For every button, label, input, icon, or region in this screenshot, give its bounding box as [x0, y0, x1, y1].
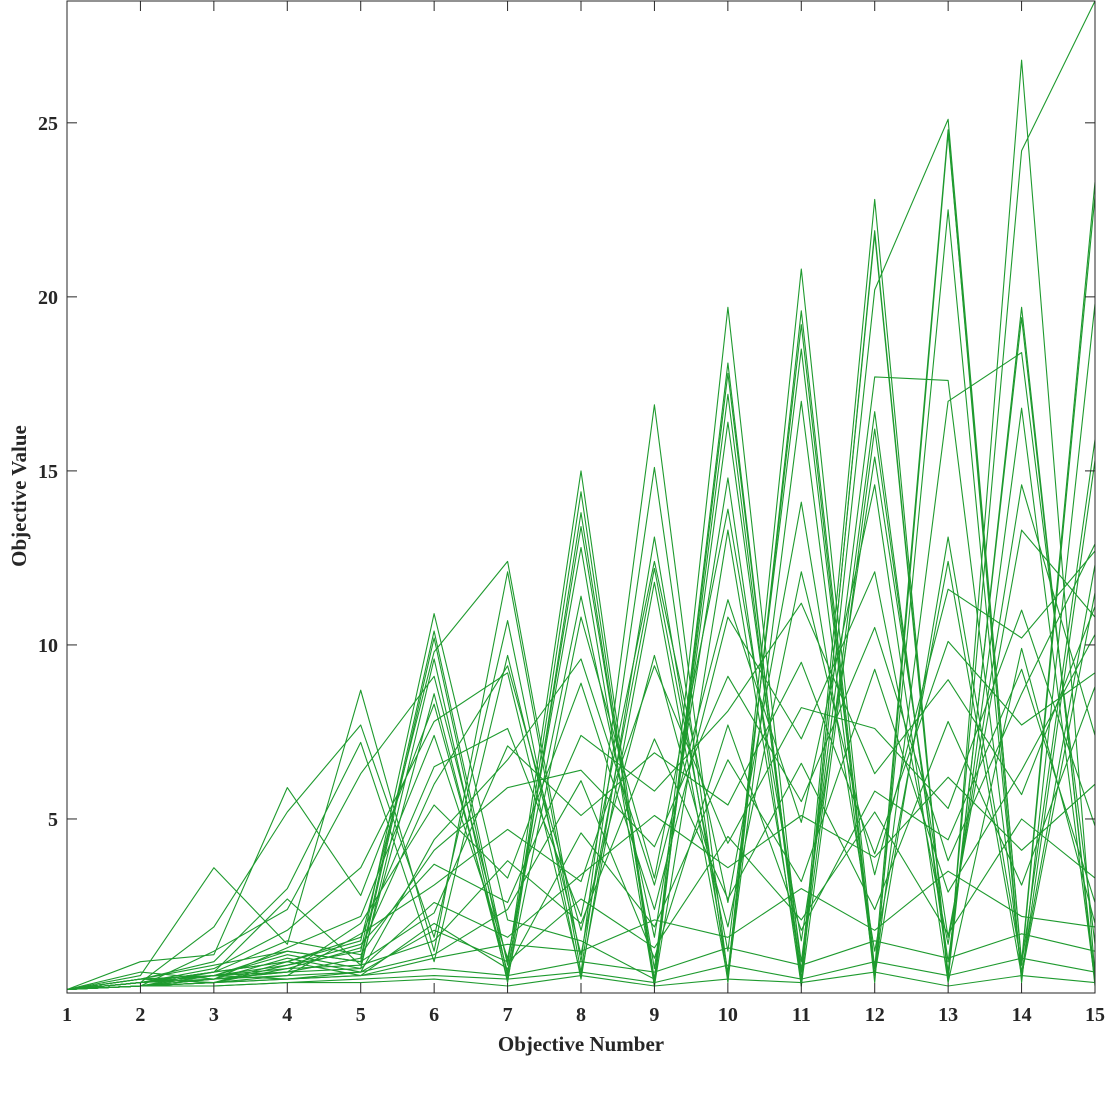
- series-line-17: [66, 484, 1096, 991]
- series-line-8: [66, 132, 1096, 991]
- x-tick-label: 4: [282, 1004, 292, 1026]
- x-tick-label: 9: [649, 1004, 659, 1026]
- plot-area-box: [66, 0, 1096, 994]
- x-tick-label: 15: [1085, 1004, 1105, 1026]
- series-line-1: [66, 59, 1096, 991]
- series-line-24: [66, 668, 1096, 991]
- x-tick-label: 8: [576, 1004, 586, 1026]
- y-tick-label: 5: [48, 809, 58, 831]
- series-line-30: [66, 971, 1096, 991]
- axes-layer: [66, 0, 1096, 994]
- x-tick-label: 2: [135, 1004, 145, 1026]
- series-line-14: [66, 456, 1096, 991]
- x-tick-layer: 1 2 3 4 5 6 7 8 9 10 11 12 13 14 15: [62, 1, 1105, 1026]
- x-axis-title: Objective Number: [498, 1032, 664, 1056]
- x-tick-label: 14: [1012, 1004, 1032, 1026]
- x-tick-label: 10: [718, 1004, 738, 1026]
- y-tick-layer: 5 10 15 20 25: [38, 113, 1095, 831]
- series-line-3: [66, 118, 1096, 991]
- y-tick-label: 15: [38, 461, 58, 483]
- y-tick-label: 25: [38, 113, 58, 135]
- series-line-28: [66, 933, 1096, 991]
- x-tick-label: 3: [209, 1004, 219, 1026]
- y-tick-label: 10: [38, 635, 58, 657]
- series-layer: [66, 0, 1096, 991]
- x-tick-label: 7: [503, 1004, 513, 1026]
- y-axis-title: Objective Value: [7, 425, 31, 567]
- x-tick-label: 12: [865, 1004, 885, 1026]
- series-line-25: [66, 776, 1096, 991]
- series-line-4: [66, 129, 1096, 991]
- series-line-23: [66, 686, 1096, 991]
- series-line-5: [66, 233, 1096, 991]
- x-tick-label: 5: [356, 1004, 366, 1026]
- x-tick-label: 13: [938, 1004, 958, 1026]
- series-line-20: [66, 640, 1096, 991]
- x-tick-label: 11: [792, 1004, 811, 1026]
- series-line-9: [66, 348, 1096, 991]
- y-tick-label: 20: [38, 287, 58, 309]
- series-line-15: [66, 550, 1096, 991]
- series-line-26: [66, 811, 1096, 991]
- series-line-22: [66, 634, 1096, 991]
- x-tick-label: 6: [429, 1004, 439, 1026]
- series-line-7: [66, 376, 1096, 991]
- x-tick-label: 1: [62, 1004, 72, 1026]
- series-line-13: [66, 501, 1096, 991]
